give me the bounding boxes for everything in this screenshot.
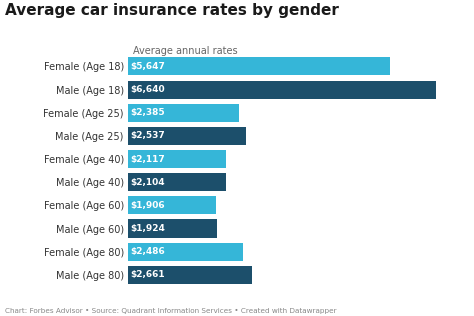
Text: $5,647: $5,647 xyxy=(131,62,165,71)
Text: $2,104: $2,104 xyxy=(131,178,165,187)
Text: Average car insurance rates by gender: Average car insurance rates by gender xyxy=(5,3,338,18)
Text: $1,924: $1,924 xyxy=(131,224,165,233)
Text: Chart: Forbes Advisor • Source: Quadrant Information Services • Created with Dat: Chart: Forbes Advisor • Source: Quadrant… xyxy=(5,308,337,314)
Text: $2,486: $2,486 xyxy=(131,247,165,256)
Text: $2,661: $2,661 xyxy=(131,270,165,279)
Text: $2,537: $2,537 xyxy=(131,131,165,140)
Bar xyxy=(128,150,226,168)
Text: $6,640: $6,640 xyxy=(131,85,165,94)
Text: $2,117: $2,117 xyxy=(131,155,165,164)
Bar xyxy=(128,266,252,284)
Text: Average annual rates: Average annual rates xyxy=(133,46,237,56)
Text: $2,385: $2,385 xyxy=(131,108,165,117)
Bar xyxy=(128,104,239,122)
Bar xyxy=(128,173,226,191)
Text: $1,906: $1,906 xyxy=(131,201,165,210)
Bar xyxy=(128,81,436,99)
Bar xyxy=(128,196,217,214)
Bar xyxy=(128,220,217,238)
Bar xyxy=(128,127,246,145)
Bar xyxy=(128,58,390,76)
Bar xyxy=(128,243,243,261)
